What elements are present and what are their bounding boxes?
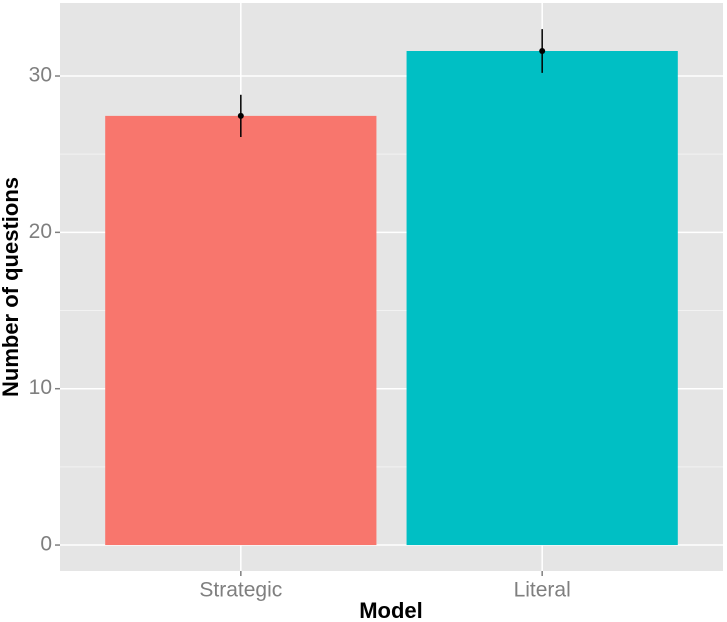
y-tick-label: 0	[40, 533, 52, 556]
y-axis-title: Number of questions	[0, 177, 23, 397]
bar	[406, 50, 678, 546]
y-tick-label: 10	[29, 376, 52, 399]
y-tick-label: 30	[29, 64, 52, 87]
y-tick-label: 20	[29, 220, 52, 243]
point	[237, 112, 244, 119]
x-tick-label: Strategic	[199, 579, 282, 602]
x-axis-title: Model	[359, 598, 423, 622]
x-tick-label: Literal	[514, 579, 571, 602]
point	[539, 47, 546, 54]
bar	[105, 115, 377, 546]
